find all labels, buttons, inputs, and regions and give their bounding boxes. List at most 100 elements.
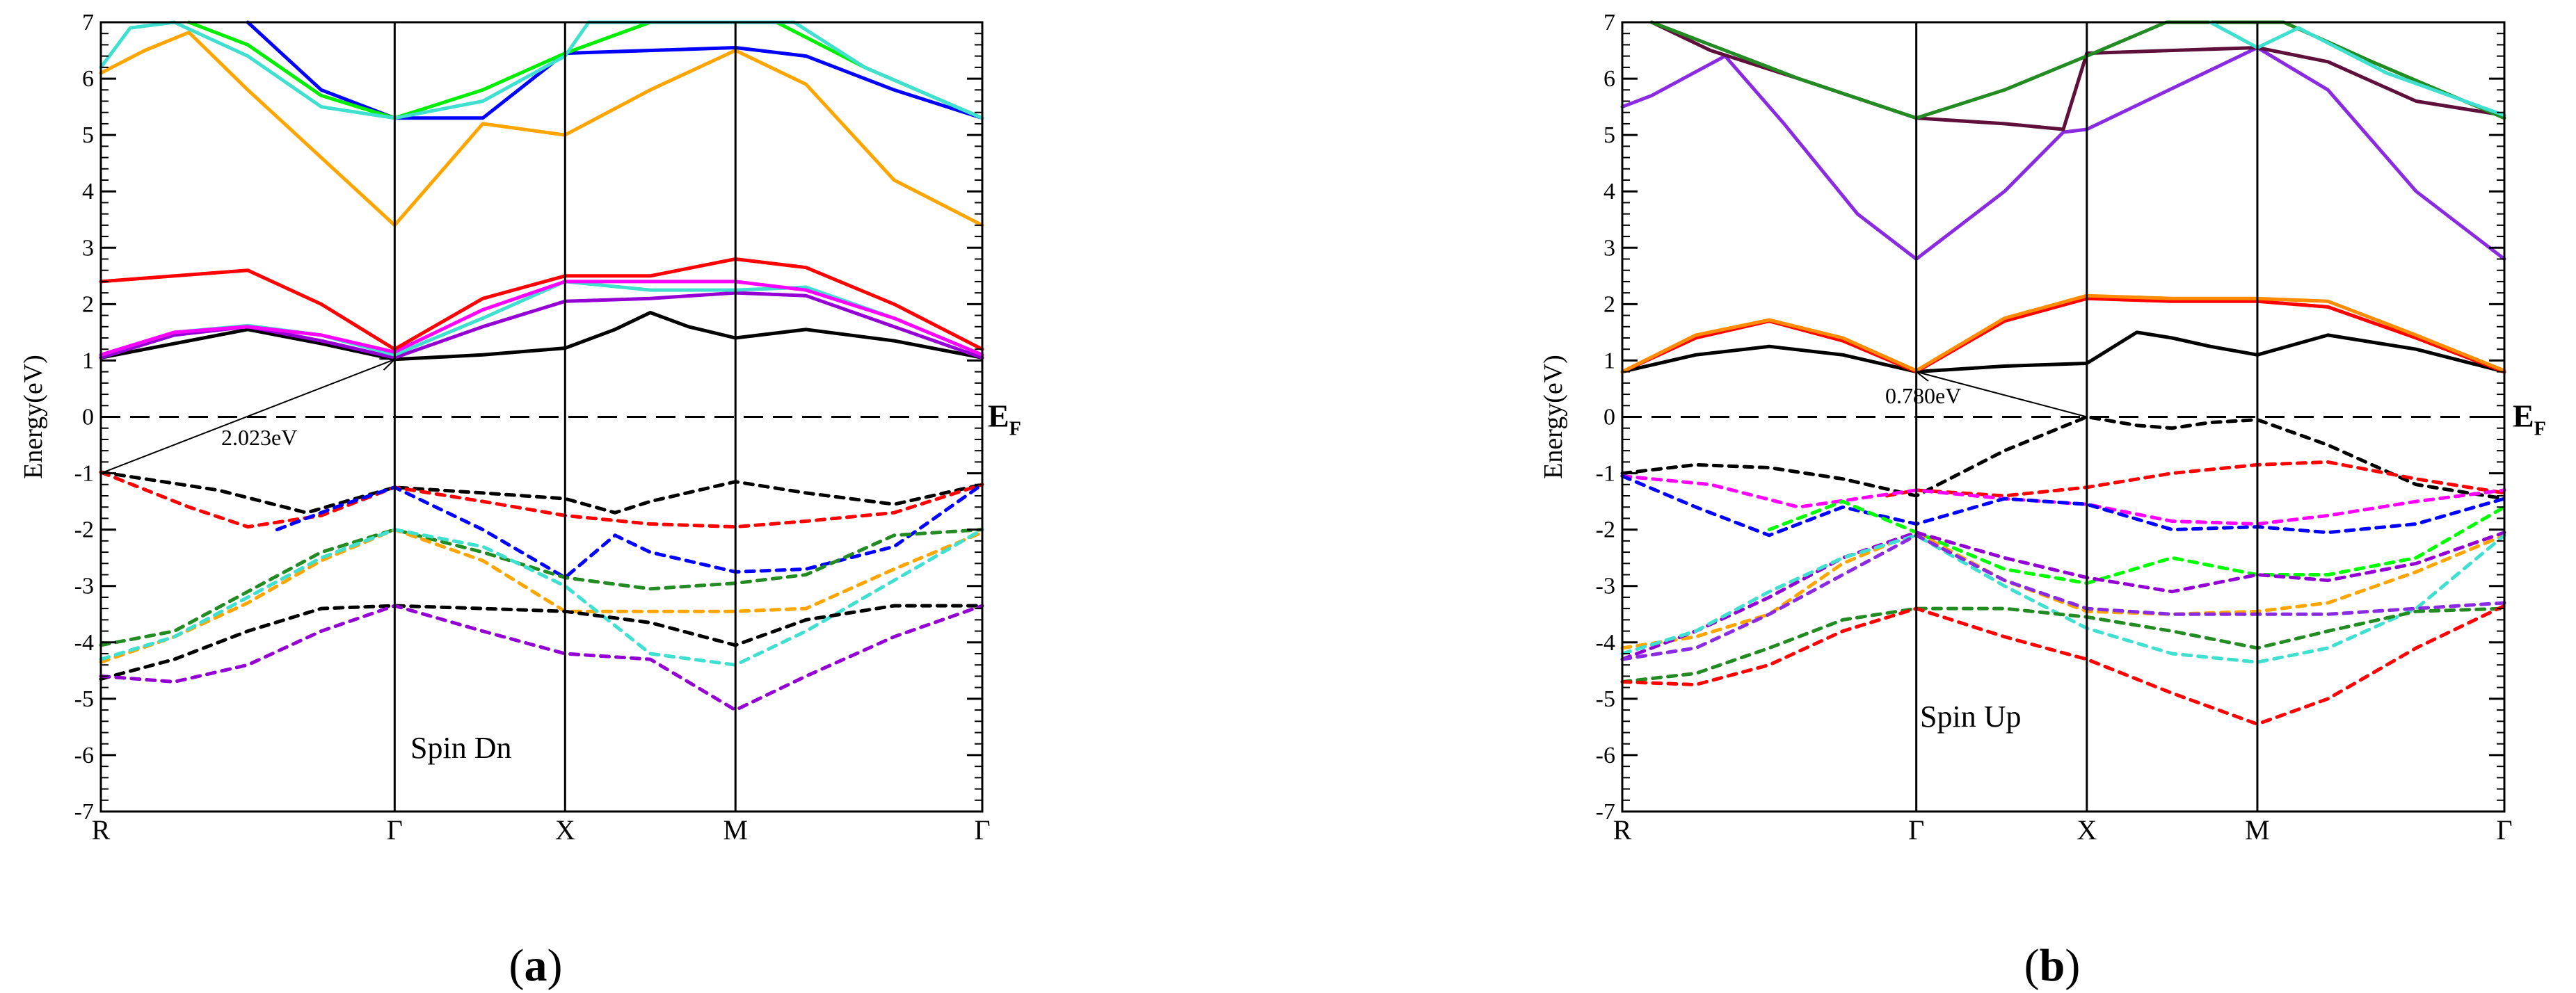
band-line-black-dash — [1620, 415, 2506, 501]
y-tick-label: -4 — [74, 630, 94, 656]
band-line-magenta-dash — [1620, 474, 2506, 526]
panel-tag-letter: b — [2040, 940, 2065, 991]
k-label: Γ — [2496, 814, 2512, 846]
spin-label: Spin Dn — [410, 731, 511, 765]
fermi-label-main: E — [988, 398, 1009, 434]
band-line-orange-solid — [99, 31, 984, 227]
gap-arrow-line — [1916, 371, 2088, 418]
fermi-label-sub: F — [2534, 419, 2546, 440]
band-line-blue-dash — [275, 483, 984, 580]
y-tick-label: -3 — [1596, 574, 1615, 599]
fermi-label: EF — [988, 398, 1021, 440]
band-line-red-solid — [1620, 296, 2506, 374]
y-tick-label: -5 — [1596, 686, 1615, 712]
fermi-label: EF — [2513, 398, 2546, 440]
y-tick-label: -1 — [1596, 461, 1615, 487]
y-tick-label: 5 — [82, 122, 94, 148]
band-line-black-dash-2 — [99, 604, 984, 681]
panel-b-spin-up: R Γ X M Γ -7 -6 -5 -4 -3 -2 -1 0 1 2 3 4 5 6 7 Energy(eV) EF 0… — [1539, 10, 2546, 991]
y-tick-label: -7 — [1596, 799, 1615, 825]
band-line-red-dash — [99, 470, 984, 529]
y-tick-label: -6 — [1596, 743, 1615, 768]
fermi-label-main: E — [2513, 398, 2534, 434]
y-tick-label: 2 — [1603, 291, 1615, 317]
y-tick-label: 1 — [1603, 348, 1615, 373]
y-tick-label: -1 — [74, 461, 94, 487]
fermi-label-sub: F — [1009, 419, 1021, 440]
y-tick-label: 4 — [1603, 179, 1615, 204]
y-tick-label: -6 — [74, 743, 94, 768]
band-line-purple-solid — [1620, 46, 2506, 261]
y-tick-label: 2 — [82, 291, 94, 317]
panel-a-spin-dn: R Γ X M Γ -7 -6 -5 -4 -3 -2 -1 0 1 2 3 4 5 6 7 Energy(eV) EF 2… — [19, 10, 1021, 991]
panel-tag-close: ) — [547, 940, 563, 991]
band-line-red-solid — [99, 257, 984, 351]
y-tick-label: -3 — [74, 574, 94, 599]
band-line-lightcyan-dash — [1620, 533, 2506, 664]
gap-label: 0.780eV — [1885, 383, 1961, 408]
band-lines — [1620, 20, 2506, 726]
k-label: Γ — [1908, 814, 1924, 846]
band-line-purple-dash-1 — [1620, 531, 2506, 661]
panel-tag-open: ( — [2024, 940, 2040, 991]
y-tick-label: 0 — [82, 405, 94, 430]
y-tick-label: -7 — [74, 799, 94, 825]
band-line-green-solid — [1649, 20, 2506, 120]
band-line-cyan-solid — [2208, 20, 2506, 118]
panel-tag-letter: a — [525, 940, 547, 991]
panel-tag-open: ( — [509, 940, 525, 991]
band-line-cyan-solid — [99, 280, 984, 357]
k-label: R — [1613, 814, 1632, 846]
band-line-black-solid — [99, 311, 984, 362]
band-line-cyan-upper — [99, 20, 984, 120]
band-line-red-dash-2 — [1620, 604, 2506, 726]
y-axis-title: Energy(eV) — [19, 355, 48, 479]
gap-arrow-head — [1914, 369, 1932, 382]
y-tick-label: 5 — [1603, 122, 1615, 148]
band-line-red-dash-1 — [1885, 460, 2506, 498]
band-line-maroon-solid — [1649, 20, 2506, 131]
panel-tag: (b) — [2024, 940, 2081, 991]
y-tick-label: 1 — [82, 348, 94, 373]
spin-label: Spin Up — [1920, 700, 2021, 734]
y-tick-label: -4 — [1596, 630, 1615, 656]
k-label: X — [2077, 814, 2097, 846]
k-label: X — [555, 814, 575, 846]
band-line-lightcyan-dash — [99, 528, 984, 667]
y-tick-label: -5 — [74, 686, 94, 712]
k-label: Γ — [387, 814, 403, 846]
gap-label: 2.023eV — [221, 425, 297, 450]
k-label: Γ — [974, 814, 990, 846]
y-tick-label: -2 — [74, 517, 94, 543]
gap-arrow-head — [379, 358, 397, 371]
gap-arrow-line — [100, 358, 395, 474]
band-lines — [99, 20, 984, 712]
band-line-green-dash — [99, 528, 984, 647]
k-label: M — [723, 814, 748, 846]
y-tick-label: 6 — [1603, 66, 1615, 92]
band-line-orange-solid — [1620, 293, 2506, 374]
band-line-green-dash-2 — [1620, 606, 2506, 684]
y-tick-label: 3 — [82, 235, 94, 261]
y-tick-label: 3 — [1603, 235, 1615, 261]
panel-tag: (a) — [509, 940, 563, 991]
band-line-green-dash-1 — [1767, 499, 2506, 586]
y-axis-title: Energy(eV) — [1539, 355, 1568, 479]
band-line-orange-dash — [1620, 531, 2506, 650]
band-line-green-solid — [187, 20, 984, 120]
band-line-black-dash-1 — [99, 470, 984, 515]
y-tick-label: 4 — [82, 179, 94, 204]
band-line-purple-dash-2 — [1620, 533, 2506, 661]
band-line-magenta-solid — [99, 280, 984, 357]
band-line-purple-dash — [99, 604, 984, 712]
k-label: M — [2245, 814, 2270, 846]
y-tick-label: 7 — [1603, 10, 1615, 35]
k-label: R — [92, 814, 111, 846]
band-line-orange-dash — [99, 528, 984, 664]
y-tick-label: 6 — [82, 66, 94, 92]
y-tick-label: 7 — [82, 10, 94, 35]
panel-tag-close: ) — [2065, 940, 2080, 991]
y-tick-label: 0 — [1603, 405, 1615, 430]
band-line-black-solid — [1620, 330, 2506, 374]
